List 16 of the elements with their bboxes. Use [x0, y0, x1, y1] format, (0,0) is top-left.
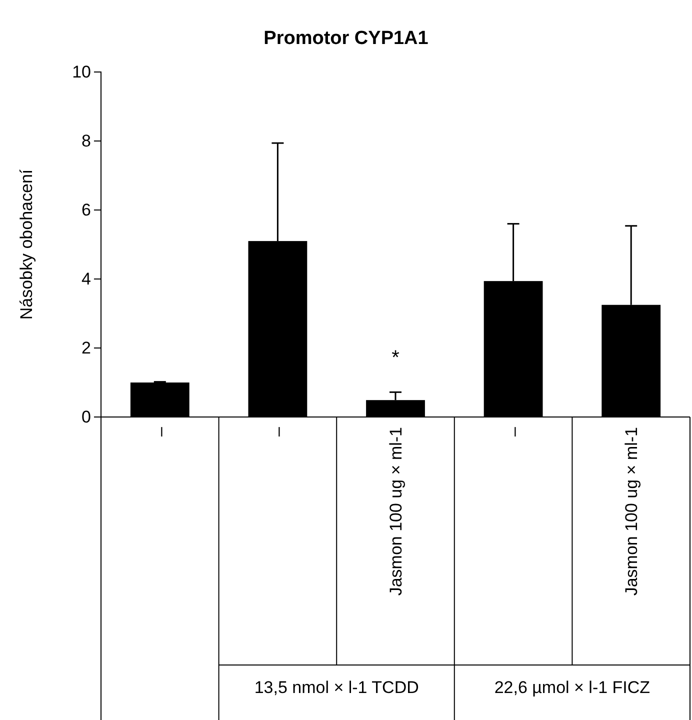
x-tick-label: – [268, 426, 288, 436]
x-tick-label: Jasmon 100 ug × ml-1 [386, 427, 406, 596]
x-tick-label: Jasmon 100 ug × ml-1 [622, 427, 642, 596]
x-tick-label: – [504, 426, 524, 436]
y-tick-label: 8 [82, 131, 91, 150]
y-axis-title: Násobky obohacení [17, 169, 36, 320]
text: 13,5 nmol × l-1 TCDD [254, 678, 419, 697]
y-tick-label: 2 [82, 338, 91, 358]
y-tick-label: 10 [72, 62, 91, 82]
y-tick-label: 6 [82, 200, 91, 220]
y-tick-label: 0 [82, 407, 91, 426]
y-tick-label: 4 [82, 269, 91, 288]
annotation: * [392, 347, 400, 369]
text: 22,6 µmol × l-1 FICZ [494, 678, 650, 697]
x-tick-label: – [150, 426, 170, 436]
chart-title: Promotor CYP1A1 [264, 28, 429, 49]
